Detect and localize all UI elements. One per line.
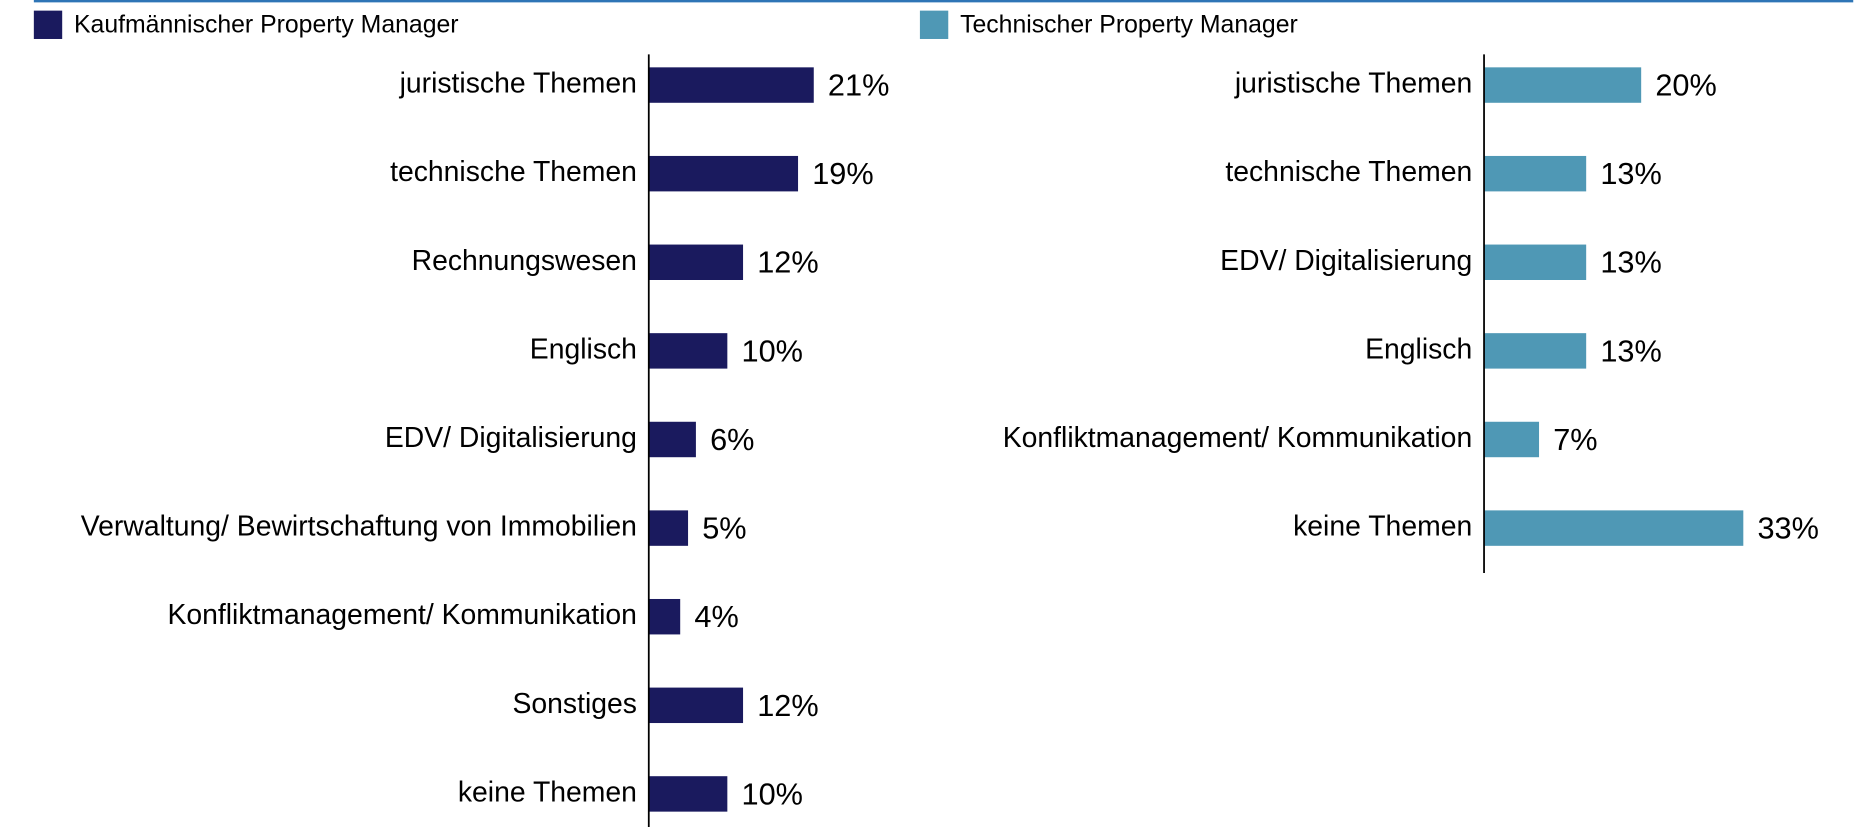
bar (1484, 67, 1642, 103)
category-label: Konfliktmanagement/ Kommunikation (167, 599, 637, 631)
bar (648, 155, 799, 192)
value-label: 5% (702, 511, 746, 546)
bar (648, 421, 696, 458)
category-label: Verwaltung/ Bewirtschaftung von Immobili… (81, 511, 637, 543)
category-label: EDV/ Digitalisierung (385, 422, 637, 454)
category-label: Englisch (530, 333, 637, 365)
bar (1484, 421, 1540, 458)
category-label: technische Themen (1225, 156, 1472, 188)
value-label: 10% (742, 776, 803, 811)
bar (648, 598, 681, 635)
value-label: 6% (710, 422, 754, 457)
value-label: 10% (742, 333, 803, 368)
value-label: 4% (694, 599, 738, 634)
value-label: 13% (1600, 245, 1661, 280)
legend-label: Kaufmännischer Property Manager (74, 12, 459, 39)
value-label: 7% (1553, 422, 1597, 457)
bar (648, 67, 814, 103)
bar (1484, 510, 1744, 546)
category-label: keine Themen (1293, 511, 1472, 543)
legend-label: Technischer Property Manager (960, 12, 1298, 39)
value-label: 21% (828, 68, 889, 103)
value-label: 13% (1600, 156, 1661, 191)
bar (1484, 333, 1587, 369)
category-label: juristische Themen (399, 68, 637, 100)
bar (648, 333, 728, 369)
category-label: Rechnungswesen (412, 245, 637, 277)
value-label: 13% (1600, 333, 1661, 368)
category-label: juristische Themen (1234, 68, 1472, 100)
value-label: 19% (812, 156, 873, 191)
bar (1484, 244, 1587, 280)
category-label: technische Themen (390, 156, 637, 188)
value-label: 12% (757, 245, 818, 280)
category-label: Englisch (1365, 333, 1472, 365)
bar (1484, 155, 1587, 192)
category-label: Sonstiges (512, 688, 636, 720)
value-label: 33% (1757, 511, 1818, 546)
bar (648, 776, 728, 812)
legend-swatch (919, 10, 949, 39)
bar (648, 510, 689, 546)
value-label: 12% (757, 688, 818, 723)
legend-swatch (33, 10, 63, 39)
bar (648, 687, 744, 724)
bar (648, 244, 744, 280)
category-label: EDV/ Digitalisierung (1220, 245, 1472, 277)
category-label: Konfliktmanagement/ Kommunikation (1003, 422, 1473, 454)
category-label: keine Themen (458, 776, 637, 808)
value-label: 20% (1655, 68, 1716, 103)
